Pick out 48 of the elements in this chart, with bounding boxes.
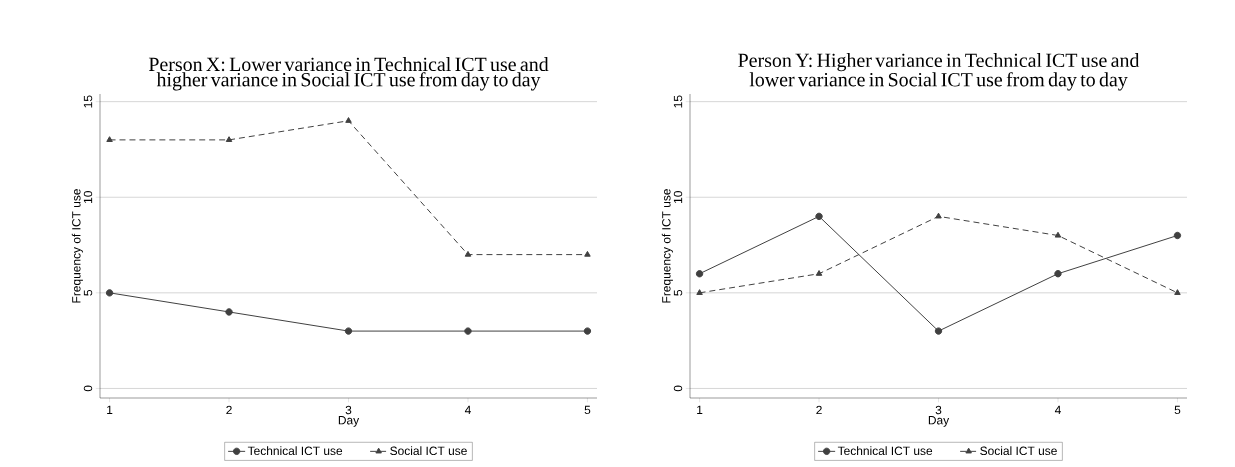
point bbox=[815, 212, 823, 221]
x-tick-label: 1 bbox=[107, 405, 113, 414]
point bbox=[583, 327, 592, 335]
y-tick-label: 5 bbox=[673, 290, 683, 296]
chart-title: Person X: Lower variance in Technical ICT use and higher variance in Social ICT use from day to day bbox=[148, 57, 549, 91]
point bbox=[935, 212, 942, 219]
x-tick-label: 5 bbox=[1174, 405, 1181, 415]
x-axis-title: Day bbox=[928, 416, 950, 427]
chart-title: Person Y: Higher variance in Technical ICT use and lower variance in Social ICT use from day to day bbox=[738, 53, 1140, 91]
legend-label: Technical ICT use bbox=[837, 446, 933, 456]
point bbox=[1174, 289, 1181, 295]
point bbox=[225, 308, 233, 316]
y-tick-label: 15 bbox=[673, 95, 683, 108]
point bbox=[815, 270, 823, 276]
y-tick-label: 10 bbox=[673, 191, 683, 203]
legend-label: Social ICT use bbox=[980, 446, 1057, 456]
x-tick-label: 2 bbox=[816, 405, 822, 415]
y-tick-label: 0 bbox=[673, 385, 683, 392]
point bbox=[105, 289, 114, 297]
x-tick-label: 3 bbox=[935, 405, 942, 415]
y-axis-title: Frequency of ICT use bbox=[71, 189, 83, 303]
x-tick-label: 4 bbox=[1054, 405, 1061, 414]
y-tick-label: 15 bbox=[83, 95, 93, 108]
point bbox=[1173, 231, 1182, 240]
point bbox=[344, 327, 353, 335]
y-tick-label: 10 bbox=[83, 191, 93, 203]
x-tick-label: 3 bbox=[345, 405, 352, 415]
point bbox=[934, 327, 943, 335]
legend-label: Technical ICT use bbox=[247, 446, 343, 456]
point bbox=[464, 327, 472, 335]
y-tick-label: 5 bbox=[83, 290, 93, 296]
point bbox=[225, 136, 233, 142]
point bbox=[1054, 231, 1062, 238]
point bbox=[584, 250, 591, 257]
point bbox=[464, 250, 472, 257]
y-axis-title: Frequency of ICT use bbox=[661, 189, 673, 303]
point bbox=[695, 270, 704, 278]
x-tick-label: 4 bbox=[464, 405, 471, 414]
point bbox=[106, 136, 113, 142]
x-tick-label: 5 bbox=[584, 405, 591, 415]
legend-label: Social ICT use bbox=[390, 446, 467, 456]
x-tick-label: 1 bbox=[697, 405, 703, 414]
x-axis-title: Day bbox=[338, 416, 360, 427]
point bbox=[1054, 270, 1062, 278]
x-tick-label: 2 bbox=[226, 405, 232, 415]
point bbox=[345, 117, 352, 123]
y-tick-label: 0 bbox=[83, 385, 93, 392]
point bbox=[696, 289, 703, 295]
